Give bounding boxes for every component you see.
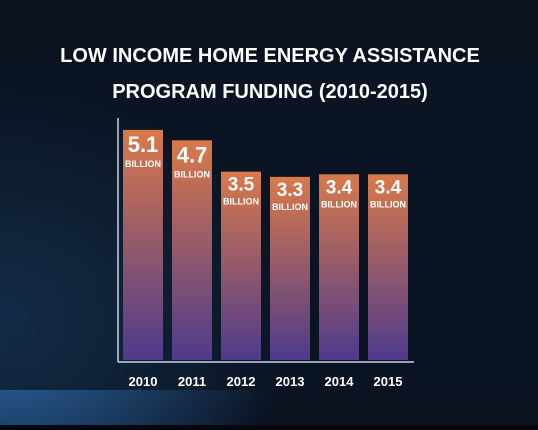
chart-title: PROGRAM FUNDING (2010-2015) (112, 81, 428, 103)
panel (0, 62, 538, 390)
unit-label: BILLION (223, 197, 259, 207)
unit-label: BILLION (370, 199, 406, 209)
bar (319, 174, 359, 360)
value-label: 3.4 (375, 177, 402, 198)
unit-label: BILLION (125, 159, 161, 169)
bar (221, 171, 261, 360)
value-label: 3.5 (228, 175, 255, 196)
bar (123, 129, 163, 360)
value-label: 3.4 (326, 177, 353, 198)
value-label: 3.3 (277, 180, 303, 201)
bar (270, 176, 310, 360)
chart-title: LOW INCOME HOME ENERGY ASSISTANCE (60, 45, 480, 67)
unit-label: BILLION (272, 202, 308, 212)
x-tick-label: 2014 (325, 374, 355, 389)
bar (368, 174, 408, 360)
x-tick-label: 2010 (129, 374, 158, 389)
x-tick-label: 2015 (374, 374, 403, 389)
bar (172, 140, 212, 360)
unit-label: BILLION (174, 169, 210, 179)
x-tick-label: 2013 (276, 374, 305, 389)
x-tick-label: 2011 (178, 374, 206, 389)
unit-label: BILLION (321, 199, 357, 209)
x-tick-label: 2012 (227, 374, 256, 389)
value-label: 4.7 (177, 142, 208, 167)
value-label: 5.1 (128, 132, 159, 157)
